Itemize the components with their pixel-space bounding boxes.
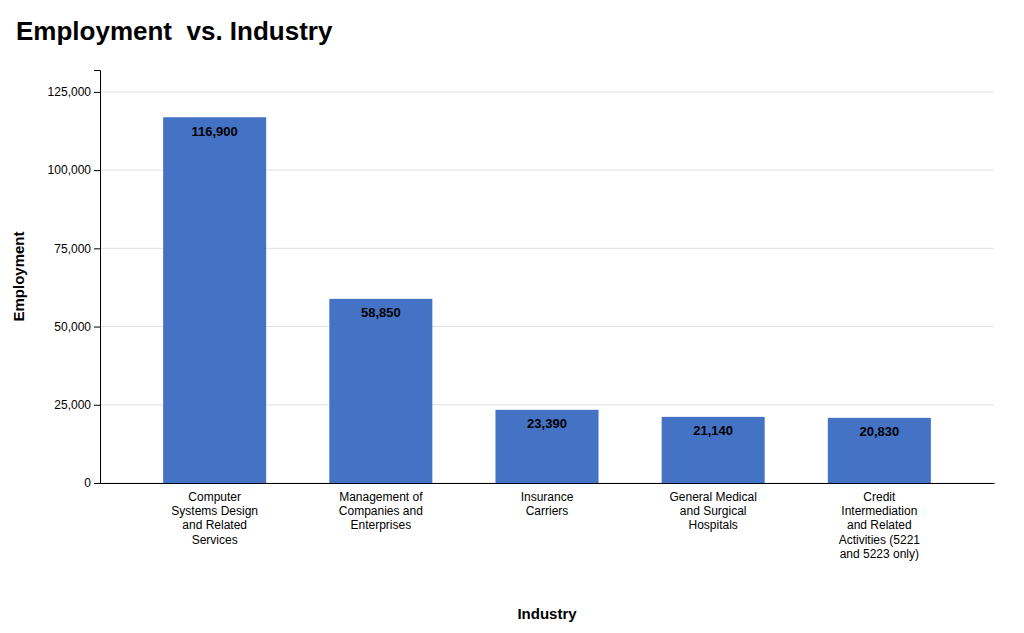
- x-axis: ComputerSystems Designand RelatedService…: [101, 484, 995, 562]
- y-tick: 0: [84, 476, 100, 490]
- x-tick: Management ofCompanies andEnterprises: [339, 490, 423, 533]
- y-tick: 100,000: [48, 163, 100, 177]
- x-tick: CreditIntermediationand RelatedActivitie…: [839, 490, 921, 562]
- x-tick-label: ComputerSystems Designand RelatedService…: [171, 490, 258, 547]
- y-tick-label: 0: [84, 476, 91, 490]
- x-tick-label: InsuranceCarriers: [521, 490, 574, 518]
- y-tick-label: 25,000: [54, 398, 91, 412]
- y-tick-label: 75,000: [54, 242, 91, 256]
- x-tick: ComputerSystems Designand RelatedService…: [171, 490, 258, 547]
- x-axis-line: [101, 483, 995, 484]
- bar: [495, 410, 598, 483]
- y-tick: 75,000: [54, 242, 100, 256]
- bar: [329, 299, 432, 483]
- y-axis: 0 25,000 50,000 75,000 100,000 125,000: [48, 71, 101, 491]
- y-tick: 125,000: [48, 85, 100, 99]
- grid: [100, 92, 994, 483]
- chart: 0 25,000 50,000 75,000 100,000 125,000 Compute…: [0, 0, 1024, 633]
- x-tick-label: CreditIntermediationand RelatedActivitie…: [839, 490, 921, 562]
- y-axis-line: [94, 71, 101, 484]
- x-axis-title: Industry: [517, 605, 577, 622]
- y-tick-mark: [94, 483, 100, 484]
- y-tick: 25,000: [54, 398, 100, 412]
- y-tick-label: 125,000: [48, 85, 92, 99]
- x-tick-label: General Medicaland SurgicalHospitals: [669, 490, 756, 533]
- data-label: 116,900: [192, 124, 238, 139]
- y-tick-mark: [94, 170, 100, 171]
- x-tick: InsuranceCarriers: [521, 490, 574, 518]
- bar: [662, 417, 765, 483]
- x-tick-label: Management ofCompanies andEnterprises: [339, 490, 423, 533]
- y-tick-label: 50,000: [54, 320, 91, 334]
- data-label: 23,390: [527, 416, 567, 431]
- y-tick-mark: [94, 248, 100, 249]
- data-labels: 116,900 58,850 23,390 21,140 20,830: [192, 124, 900, 440]
- y-tick-label: 100,000: [48, 163, 92, 177]
- x-tick: General Medicaland SurgicalHospitals: [669, 490, 756, 533]
- grid-line: [100, 91, 994, 92]
- bars: [163, 117, 931, 483]
- y-tick-mark: [94, 405, 100, 406]
- plot: 0 25,000 50,000 75,000 100,000 125,000 Compute…: [48, 71, 995, 562]
- data-label: 21,140: [693, 423, 733, 438]
- y-axis-title: Employment: [10, 231, 27, 321]
- data-label: 58,850: [361, 305, 401, 320]
- y-tick-mark: [94, 92, 100, 93]
- bar: [828, 418, 931, 483]
- data-label: 20,830: [859, 424, 899, 439]
- bar: [163, 117, 266, 483]
- y-tick-mark: [94, 327, 100, 328]
- title: Employment vs. Industry: [16, 16, 333, 46]
- y-tick: 50,000: [54, 320, 100, 334]
